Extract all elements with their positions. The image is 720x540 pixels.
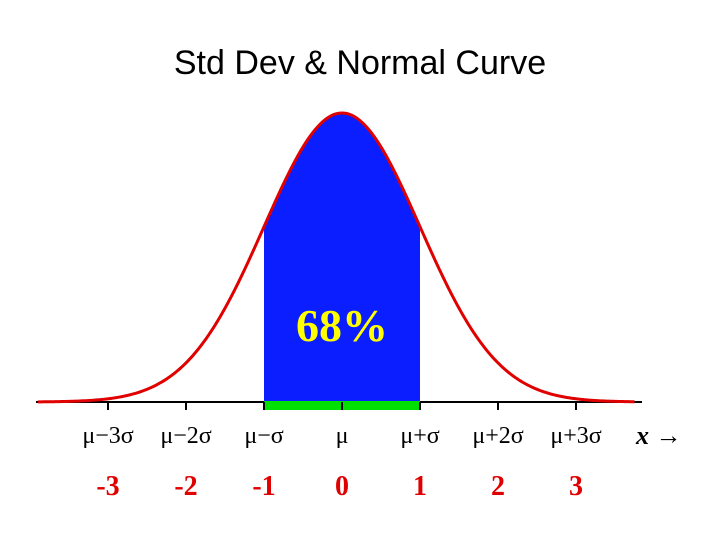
axis-ticks	[107, 402, 577, 410]
sigma-label: μ	[336, 423, 349, 449]
z-score-label: -2	[174, 471, 197, 502]
slide-title: Std Dev & Normal Curve	[173, 44, 547, 82]
z-score-label: 1	[413, 471, 427, 502]
sigma-label: μ−3σ	[82, 423, 133, 449]
shaded-region	[264, 113, 420, 402]
z-score-label: 2	[491, 471, 505, 502]
sigma-label: μ+σ	[400, 423, 439, 449]
shaded-percent-label: 68%	[296, 300, 388, 351]
z-score-label: 0	[335, 471, 349, 502]
z-score-labels: -3 -2 -1 0 1 2 3	[96, 471, 583, 502]
sigma-label: μ−2σ	[160, 423, 211, 449]
sigma-label: μ−σ	[244, 423, 283, 449]
normal-curve	[37, 111, 635, 404]
z-score-label: 3	[569, 471, 583, 502]
z-score-label: -1	[252, 471, 275, 502]
sigma-label: μ+2σ	[472, 423, 523, 449]
z-score-label: -3	[96, 471, 119, 502]
sigma-labels: μ−3σ μ−2σ μ−σ μ μ+σ μ+2σ μ+3σ	[82, 423, 601, 449]
sigma-label: μ+3σ	[550, 423, 601, 449]
x-axis-label: x →	[635, 421, 682, 450]
